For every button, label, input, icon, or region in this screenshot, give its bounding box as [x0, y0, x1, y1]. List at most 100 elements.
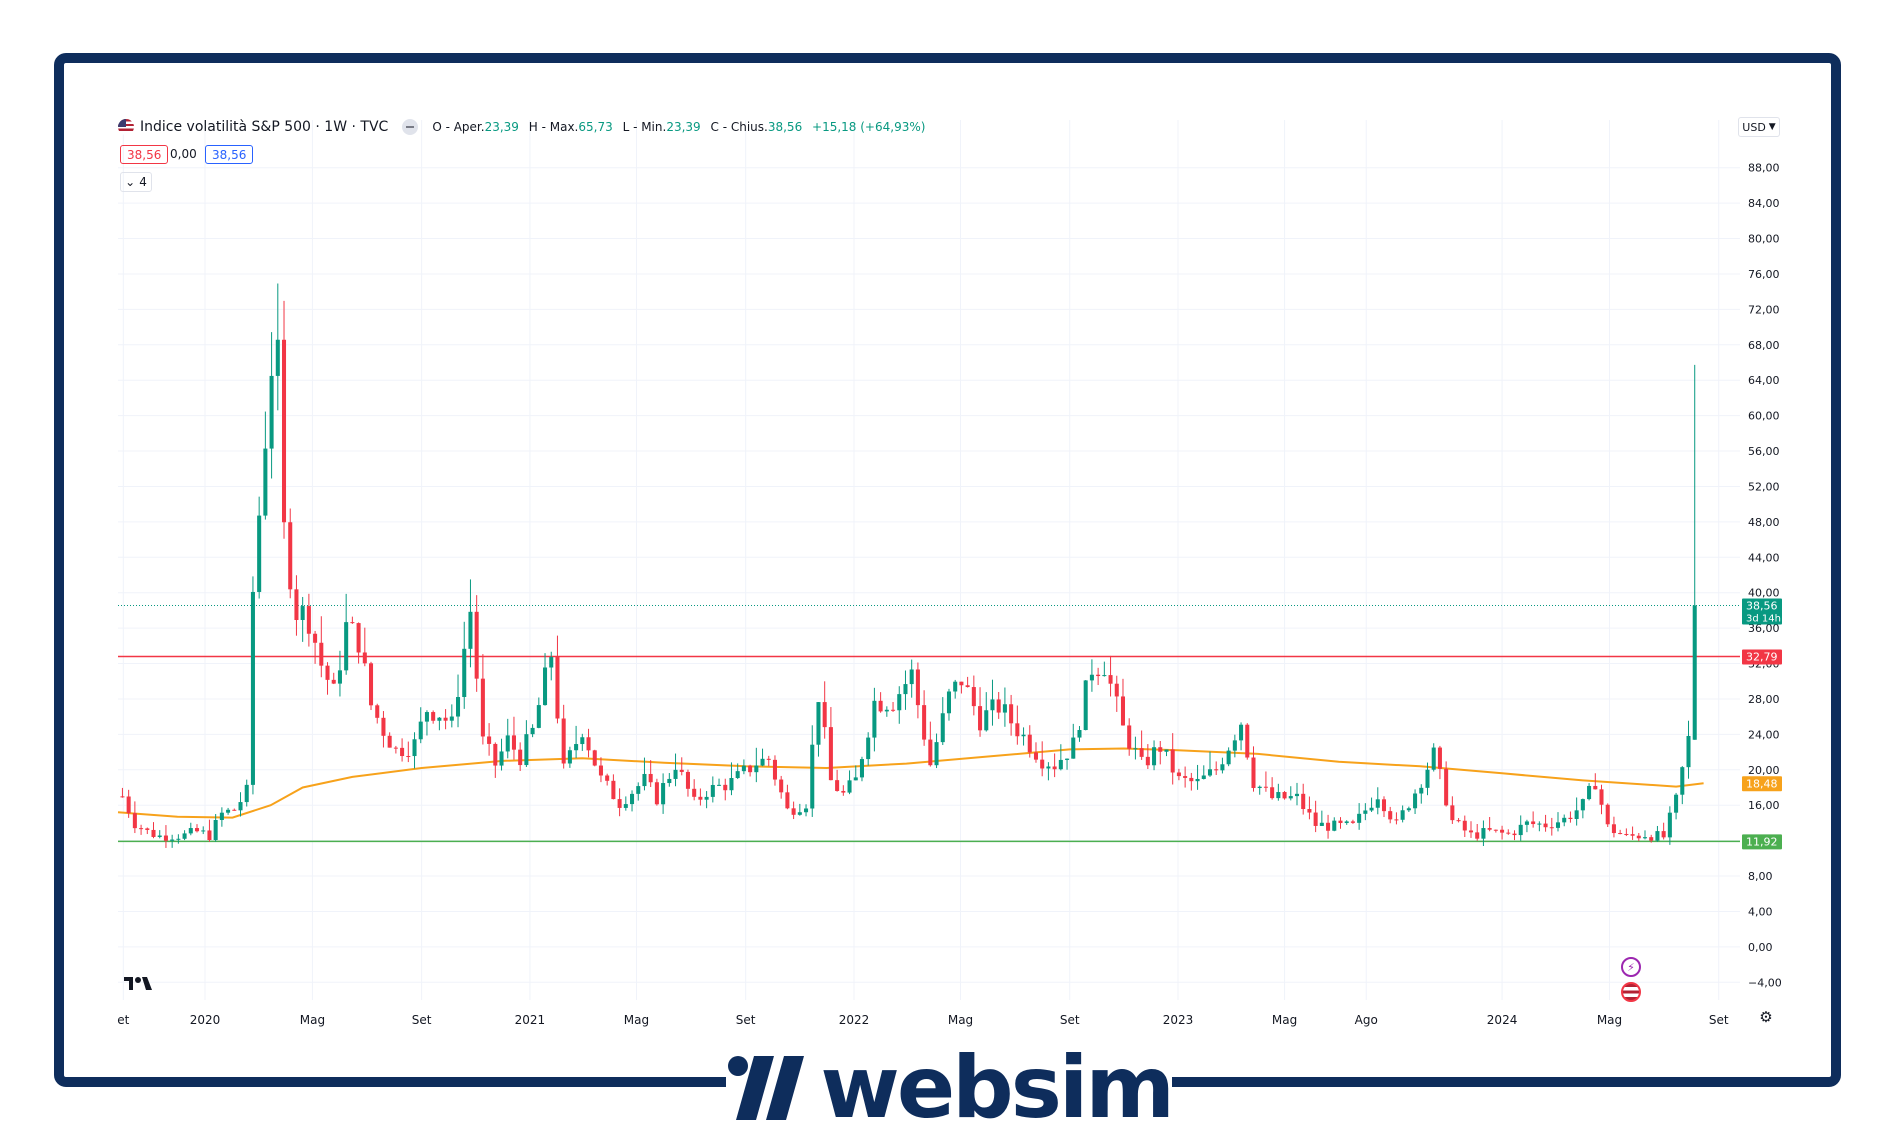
sell-price-pill[interactable]: 38,56 — [120, 145, 169, 164]
candle — [1680, 766, 1685, 805]
candle — [661, 773, 666, 814]
candle-body — [710, 784, 715, 797]
candle-body — [151, 829, 156, 837]
candle-body — [1263, 786, 1268, 788]
candle-body — [269, 375, 274, 449]
x-tick-label: 2023 — [1163, 1013, 1194, 1027]
candle — [1605, 803, 1610, 828]
candle-body — [145, 828, 150, 830]
candle-body — [1176, 772, 1181, 777]
candle-body — [1226, 750, 1231, 765]
candle-body — [1133, 748, 1138, 750]
candle — [381, 711, 386, 748]
candle — [1618, 829, 1623, 835]
candle — [1313, 800, 1318, 833]
candle-body — [1195, 778, 1200, 782]
lightning-event-icon[interactable]: ⚡ — [1621, 957, 1641, 977]
candle — [1195, 764, 1200, 790]
y-tick-label: 40,00 — [1748, 587, 1780, 600]
candle-body — [897, 694, 902, 711]
candle — [928, 721, 933, 767]
candle — [704, 791, 709, 809]
candle — [344, 593, 349, 675]
candle — [580, 733, 585, 751]
candle — [219, 807, 224, 827]
candle — [188, 822, 193, 836]
candle-body — [996, 699, 1001, 713]
candle-body — [300, 606, 305, 621]
currency-select[interactable]: USD ▼ — [1738, 117, 1780, 137]
candle — [922, 690, 927, 746]
candle-body — [580, 737, 585, 745]
candle-body — [1475, 832, 1480, 839]
candle-body — [1089, 674, 1094, 681]
candle — [511, 716, 516, 760]
symbol-title[interactable]: Indice volatilità S&P 500 · 1W · TVC — [140, 119, 389, 135]
candle — [1667, 806, 1672, 845]
candle — [872, 687, 877, 752]
candle-body — [760, 758, 765, 766]
candle — [1537, 821, 1542, 832]
support-price-badge-bg — [1742, 834, 1782, 850]
candle — [810, 725, 815, 817]
candle-body — [250, 591, 255, 785]
candle — [182, 830, 187, 841]
candle-body — [959, 681, 964, 686]
candle — [145, 827, 150, 835]
open-value: 23,39 — [484, 120, 519, 134]
candle — [934, 733, 939, 769]
candle-body — [592, 750, 597, 766]
candle-body — [1009, 704, 1014, 724]
candle — [1009, 694, 1014, 736]
candle — [791, 801, 796, 820]
candle-body — [139, 828, 144, 830]
candle-body — [1568, 817, 1573, 819]
candle-body — [375, 705, 380, 718]
candle — [692, 779, 697, 801]
candle — [244, 779, 249, 807]
candle — [431, 710, 436, 724]
candle-body — [1686, 735, 1691, 768]
candle-body — [449, 716, 454, 721]
candle — [518, 742, 523, 771]
open-label: O - Aper. — [432, 120, 485, 134]
currency-label: USD — [1742, 120, 1766, 134]
x-tick-label: Set — [736, 1013, 756, 1027]
candle-body — [1655, 831, 1660, 841]
low-value: 23,39 — [666, 120, 701, 134]
candle-body — [1381, 799, 1387, 812]
candle — [530, 724, 535, 738]
buy-price-pill[interactable]: 38,56 — [205, 145, 254, 164]
candle — [362, 627, 367, 667]
candle — [325, 662, 330, 695]
candle-body — [971, 687, 976, 707]
candle — [1096, 667, 1101, 686]
candle — [1040, 741, 1045, 777]
candle — [685, 769, 690, 797]
candle-body — [828, 727, 833, 781]
us-event-flag-icon[interactable] — [1621, 982, 1641, 1002]
settings-gear-icon[interactable]: ⚙ — [1759, 1008, 1773, 1026]
candle-body — [499, 751, 504, 766]
indicators-toggle[interactable]: ⌄ 4 — [120, 172, 152, 192]
candle-body — [922, 705, 927, 740]
candle — [754, 747, 759, 783]
candle — [1133, 736, 1138, 760]
candle — [1251, 746, 1256, 792]
candle-body — [182, 833, 187, 839]
candle — [1549, 817, 1554, 836]
candle — [250, 576, 255, 795]
candle-body — [791, 808, 796, 815]
candle-body — [1580, 799, 1585, 811]
candle-body — [1593, 785, 1598, 790]
hide-legend-icon[interactable] — [402, 119, 419, 135]
candle — [667, 773, 672, 787]
candle-body — [344, 622, 349, 671]
candle-body — [772, 759, 777, 780]
candle — [1102, 661, 1107, 677]
candle — [785, 784, 790, 810]
x-tick-label: Mag — [1272, 1013, 1297, 1027]
candle — [909, 659, 914, 698]
candle — [1456, 818, 1461, 823]
